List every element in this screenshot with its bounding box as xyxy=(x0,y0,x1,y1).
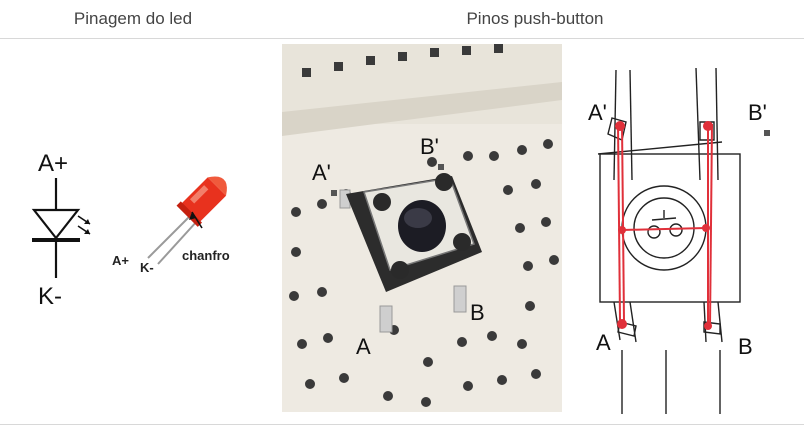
diode-symbol-icon xyxy=(31,178,91,278)
photo-a-label: A xyxy=(356,334,371,359)
led-anode-pin-label: A+ xyxy=(112,253,129,268)
sketch-b-label: B xyxy=(738,334,753,359)
sketch-a-prime-label: A' xyxy=(588,100,607,125)
red-led-illustration xyxy=(147,176,227,265)
photo-a-prime-marker xyxy=(331,190,337,196)
sketch-a-label: A xyxy=(596,330,611,355)
photo-a-prime-label: A' xyxy=(312,160,331,185)
push-button-sketch xyxy=(597,67,741,414)
header-divider xyxy=(0,38,804,39)
led-flat-label: chanfro xyxy=(182,248,230,263)
bottom-divider xyxy=(0,424,804,425)
left-column-header: Pinagem do led xyxy=(73,9,193,28)
photo-b-label: B xyxy=(470,300,485,325)
sketch-b-prime-label: B' xyxy=(748,100,767,125)
photo-b-prime-label: B' xyxy=(420,134,439,159)
right-column-header: Pinos push-button xyxy=(466,9,604,28)
push-button-photo xyxy=(282,44,562,412)
led-cathode-label: K- xyxy=(38,283,62,310)
led-anode-label: A+ xyxy=(38,150,69,177)
sketch-b-prime-marker xyxy=(764,130,770,136)
breadboard-image xyxy=(282,44,562,412)
photo-b-prime-marker xyxy=(438,164,444,170)
led-cathode-pin-label: K- xyxy=(140,260,154,275)
